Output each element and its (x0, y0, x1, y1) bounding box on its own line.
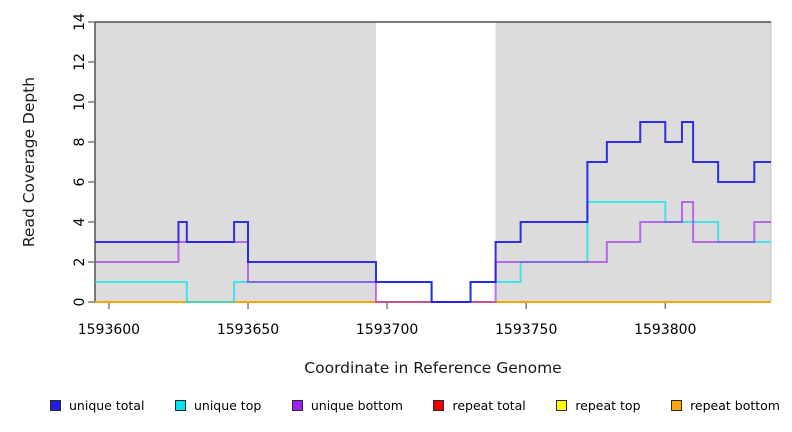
svg-text:1593700: 1593700 (356, 322, 418, 338)
svg-text:14: 14 (72, 13, 88, 31)
svg-text:4: 4 (72, 217, 88, 226)
svg-text:2: 2 (72, 258, 88, 267)
legend-label: repeat bottom (690, 398, 780, 413)
svg-text:10: 10 (72, 93, 88, 111)
unique-top-swatch-icon (174, 400, 186, 411)
svg-text:8: 8 (72, 138, 88, 147)
legend-label: repeat top (575, 398, 641, 413)
repeat-total-swatch-icon (433, 400, 445, 411)
series-line-unique-total (95, 121, 771, 303)
legend-label: repeat total (452, 398, 526, 413)
legend-item-unique-top: unique top (174, 398, 262, 413)
plot-area: 1593600 1593650 1593700 1593750 1593800 0 2 4 6 8… (20, 13, 772, 377)
legend-label: unique top (193, 398, 262, 413)
x-axis-title: Coordinate in Reference Genome (304, 359, 561, 377)
svg-text:6: 6 (72, 177, 88, 186)
repeat-top-swatch-icon (556, 400, 568, 411)
legend-item-unique-bottom: unique bottom (291, 398, 403, 413)
legend-label: unique total (69, 398, 145, 413)
y-axis-title: Read Coverage Depth (20, 77, 38, 247)
repeat-bottom-swatch-icon (671, 400, 683, 411)
unique-bottom-swatch-icon (291, 400, 303, 411)
legend-label: unique bottom (310, 398, 403, 413)
shaded-regions (95, 22, 772, 302)
legend-item-unique-total: unique total (50, 398, 144, 413)
legend: unique total unique top unique bottom re… (0, 398, 792, 413)
tick-labels: 1593600 1593650 1593700 1593750 1593800 0 2 4 6 8… (72, 13, 696, 338)
svg-text:0: 0 (72, 298, 88, 307)
legend-item-repeat-bottom: repeat bottom (671, 398, 780, 413)
svg-text:1593600: 1593600 (78, 322, 140, 338)
unique-total-swatch-icon (50, 400, 61, 411)
svg-text:1593800: 1593800 (634, 322, 696, 338)
svg-text:1593650: 1593650 (217, 322, 279, 338)
svg-text:1593750: 1593750 (495, 322, 557, 338)
legend-item-repeat-total: repeat total (433, 398, 526, 413)
legend-item-repeat-top: repeat top (556, 398, 641, 413)
svg-text:12: 12 (72, 53, 88, 71)
coverage-lines (95, 121, 771, 303)
